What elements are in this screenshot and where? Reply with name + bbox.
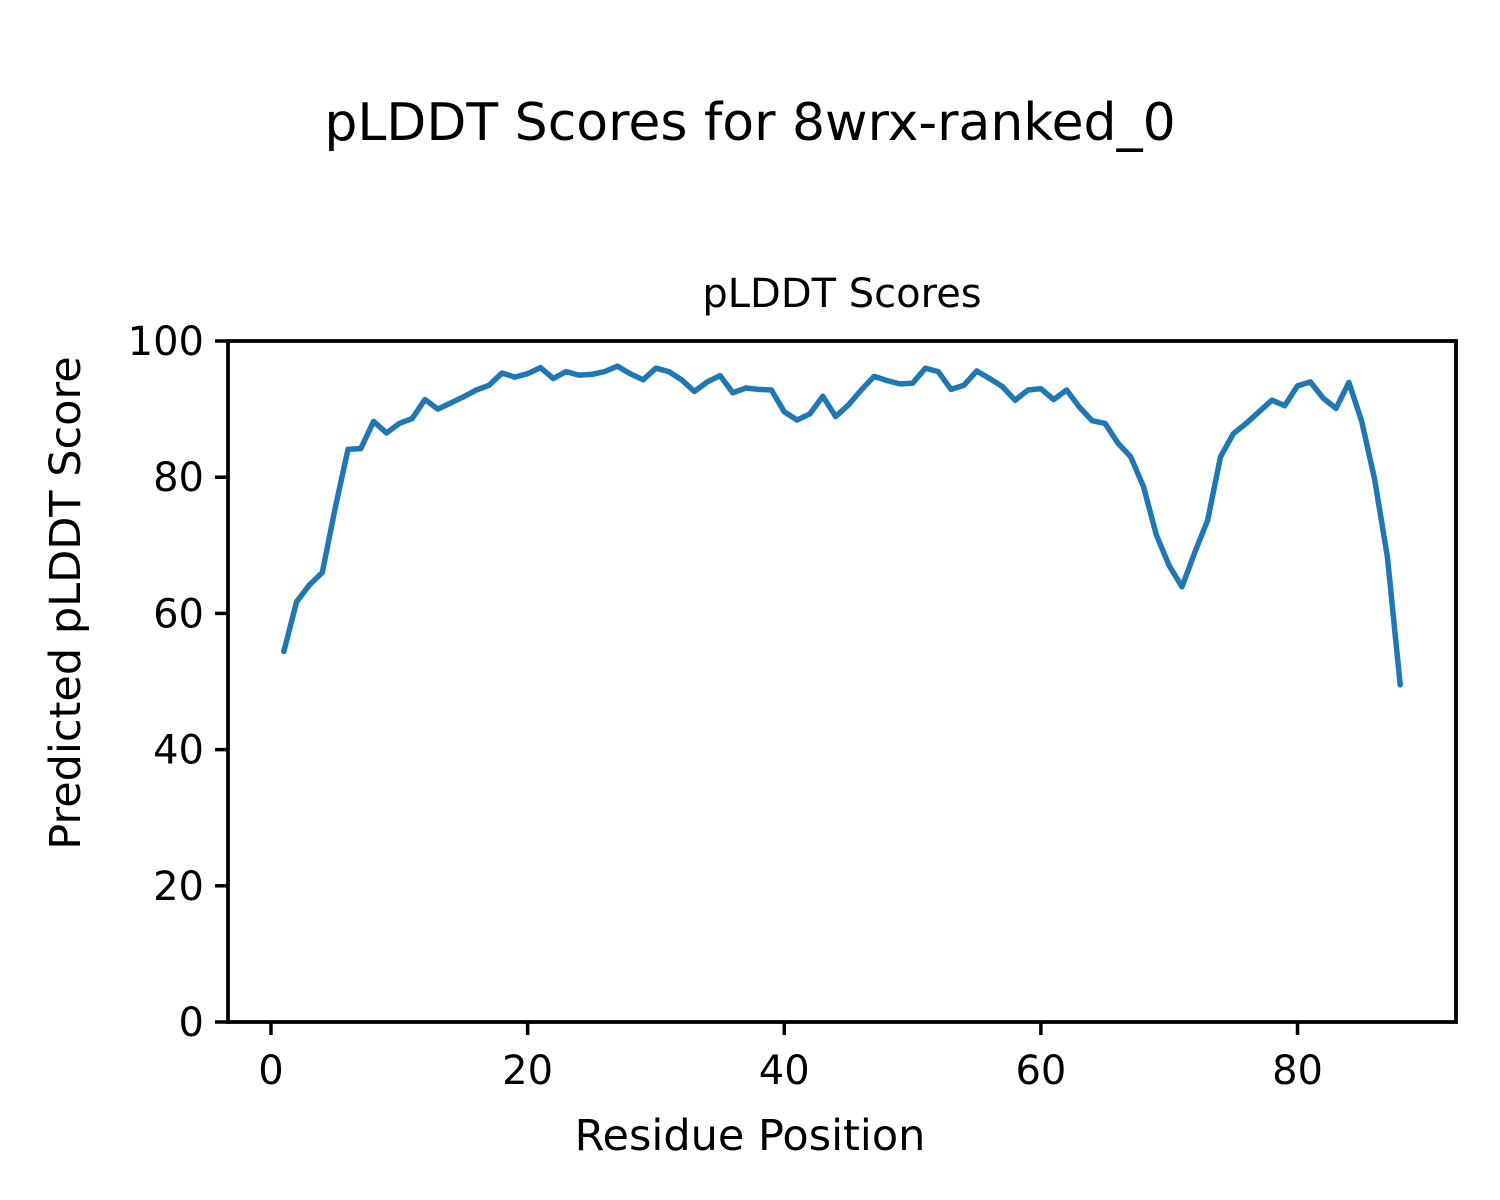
- y-tick-label: 60: [153, 591, 204, 637]
- y-tick-label: 0: [179, 1000, 204, 1046]
- figure-title: pLDDT Scores for 8wrx-ranked_0: [324, 93, 1175, 153]
- y-tick-label: 40: [153, 728, 204, 774]
- y-axis-label: Predicted pLDDT Score: [41, 356, 91, 849]
- axes-title: pLDDT Scores: [702, 271, 981, 317]
- x-tick-label: 40: [759, 1048, 810, 1094]
- data-line-layer: [281, 363, 1403, 688]
- x-tick-label: 0: [258, 1048, 283, 1094]
- y-tick-label: 80: [153, 455, 204, 501]
- y-tick-label: 20: [153, 864, 204, 910]
- x-axis-label: Residue Position: [575, 1111, 926, 1161]
- x-tick-label: 60: [1015, 1048, 1066, 1094]
- plddt-line: [281, 363, 1403, 688]
- plot-area: [226, 339, 1458, 1024]
- axis-ticks: 0 20 40 60 80 0 20 40 60 80 100: [128, 319, 1323, 1094]
- x-tick-label: 80: [1272, 1048, 1323, 1094]
- x-tick-label: 20: [502, 1048, 553, 1094]
- y-tick-label: 100: [128, 319, 204, 365]
